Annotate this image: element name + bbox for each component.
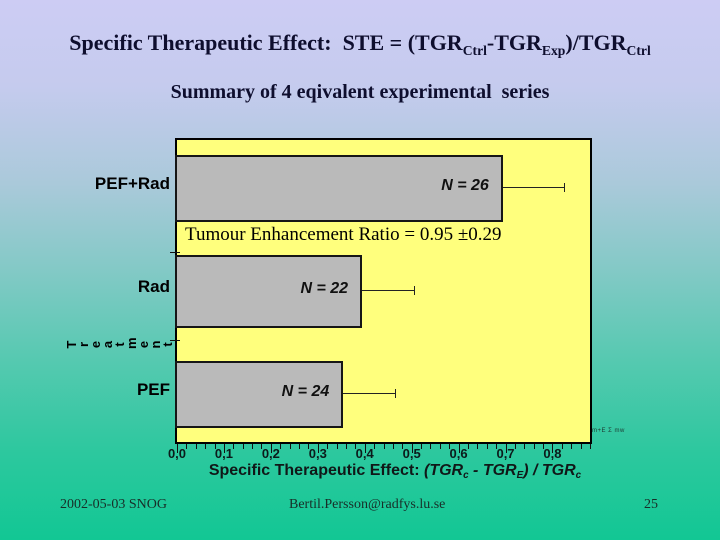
text-fragment: )/TGR — [565, 30, 627, 55]
x-axis-major-tick — [177, 444, 178, 453]
x-axis-minor-tick — [355, 444, 357, 449]
x-tick-label: 0,7 — [496, 446, 515, 461]
error-bar-cap — [413, 285, 415, 295]
bar-count-label: N = 24 — [281, 382, 330, 400]
x-axis-minor-tick — [261, 444, 263, 449]
footer-date: 2002-05-03 SNOG — [60, 497, 167, 512]
category-label: PEF+Rad — [94, 173, 170, 193]
x-axis-minor-tick — [580, 444, 582, 449]
x-axis-minor-tick — [327, 444, 329, 449]
x-axis-minor-tick — [280, 444, 282, 449]
text-fragment: Ctrl — [462, 42, 487, 58]
x-axis-minor-tick — [205, 444, 207, 449]
x-axis-title: Specific Therapeutic Effect: (TGRc - TGR… — [175, 462, 615, 482]
x-axis-minor-tick — [336, 444, 338, 449]
error-bar-cap — [563, 182, 565, 192]
text-fragment: E — [516, 470, 524, 482]
x-axis-minor-tick — [299, 444, 301, 449]
y-axis-tick — [170, 340, 180, 341]
text-fragment: Exp — [541, 42, 566, 58]
x-axis-minor-tick — [477, 444, 479, 449]
x-axis-minor-tick — [449, 444, 451, 449]
x-axis-minor-tick — [571, 444, 573, 449]
error-bar — [343, 392, 395, 394]
x-axis-minor-tick — [242, 444, 244, 449]
x-axis-minor-tick — [402, 444, 404, 449]
bar-count-label: N = 26 — [441, 176, 489, 194]
text-fragment: c — [575, 470, 582, 482]
x-axis-major-tick — [270, 444, 272, 453]
slide-subtitle: Summary of 4 eqivalent experimental seri… — [170, 81, 550, 103]
category-label: Rad — [137, 276, 170, 296]
x-axis-minor-tick — [374, 444, 376, 449]
x-axis-minor-tick — [214, 444, 216, 449]
x-tick-label: 0,6 — [449, 446, 468, 461]
x-axis-minor-tick — [289, 444, 291, 449]
x-axis-minor-tick — [467, 444, 469, 449]
x-tick-label: 0,3 — [308, 446, 327, 461]
x-axis-minor-tick — [496, 444, 498, 449]
text-fragment: Specific Therapeutic Effect: STE = (TGR — [69, 30, 463, 55]
text-fragment: c — [463, 470, 469, 482]
x-axis-major-tick — [223, 444, 225, 453]
micro-annotation: m+E Σ mw — [592, 428, 625, 434]
x-axis-minor-tick — [383, 444, 385, 449]
footer-email: Bertil.Persson@radfys.lu.se — [289, 497, 446, 512]
plot-area: Tumour Enhancement Ratio = 0.95 ±0.29 N … — [175, 138, 592, 444]
error-bar-cap — [394, 388, 396, 398]
x-axis-minor-tick — [233, 444, 235, 449]
bar-count-label: N = 22 — [300, 279, 349, 297]
text-fragment: (TGR — [423, 462, 464, 479]
error-bar — [362, 289, 414, 291]
x-axis-major-tick — [411, 444, 413, 453]
x-axis-minor-tick — [590, 444, 591, 449]
text-fragment: Ctrl — [626, 42, 651, 58]
x-axis-minor-tick — [561, 444, 563, 449]
y-axis-label-char: t — [160, 342, 175, 347]
footer-page-number: 25 — [644, 497, 658, 512]
text-fragment: - TGR — [468, 462, 517, 479]
x-tick-label: 0,4 — [355, 446, 374, 461]
x-axis-major-tick — [552, 444, 554, 453]
x-axis-major-tick — [458, 444, 460, 453]
x-axis-minor-tick — [533, 444, 535, 449]
text-fragment: Specific Therapeutic Effect: — [208, 462, 424, 479]
x-axis-major-tick — [364, 444, 366, 453]
text-fragment: ) / TGR — [523, 462, 576, 479]
x-axis-minor-tick — [421, 444, 423, 449]
x-tick-label: 0,8 — [543, 446, 562, 461]
x-axis-minor-tick — [439, 444, 441, 449]
x-axis-minor-tick — [486, 444, 488, 449]
x-axis-minor-tick — [392, 444, 394, 449]
x-axis-minor-tick — [430, 444, 432, 449]
x-tick-label: 0,0 — [167, 446, 187, 461]
bar-pef — [175, 361, 344, 428]
x-axis-major-tick — [505, 444, 507, 453]
x-axis-major-tick — [317, 444, 319, 453]
error-bar — [502, 186, 564, 188]
bar-rad — [175, 255, 363, 328]
x-tick-label: 0,1 — [214, 446, 233, 461]
x-axis-minor-tick — [543, 444, 545, 449]
slide-title: Specific Therapeutic Effect: STE = (TGRC… — [0, 30, 720, 58]
x-axis-minor-tick — [195, 444, 197, 449]
x-axis-minor-tick — [345, 444, 347, 449]
x-axis-minor-tick — [186, 444, 188, 449]
x-axis-minor-tick — [524, 444, 526, 449]
x-axis-minor-tick — [252, 444, 254, 449]
x-axis-minor-tick — [308, 444, 310, 449]
annotation-tumour-enhancement-ratio: Tumour Enhancement Ratio = 0.95 ±0.29 — [185, 224, 502, 245]
bar-pef-rad — [175, 155, 503, 222]
x-tick-label: 0,2 — [261, 446, 280, 461]
x-tick-label: 0,5 — [402, 446, 421, 461]
y-axis-tick — [170, 252, 180, 253]
category-label: PEF — [136, 379, 170, 399]
x-axis-minor-tick — [514, 444, 516, 449]
text-fragment: -TGR — [486, 30, 542, 55]
